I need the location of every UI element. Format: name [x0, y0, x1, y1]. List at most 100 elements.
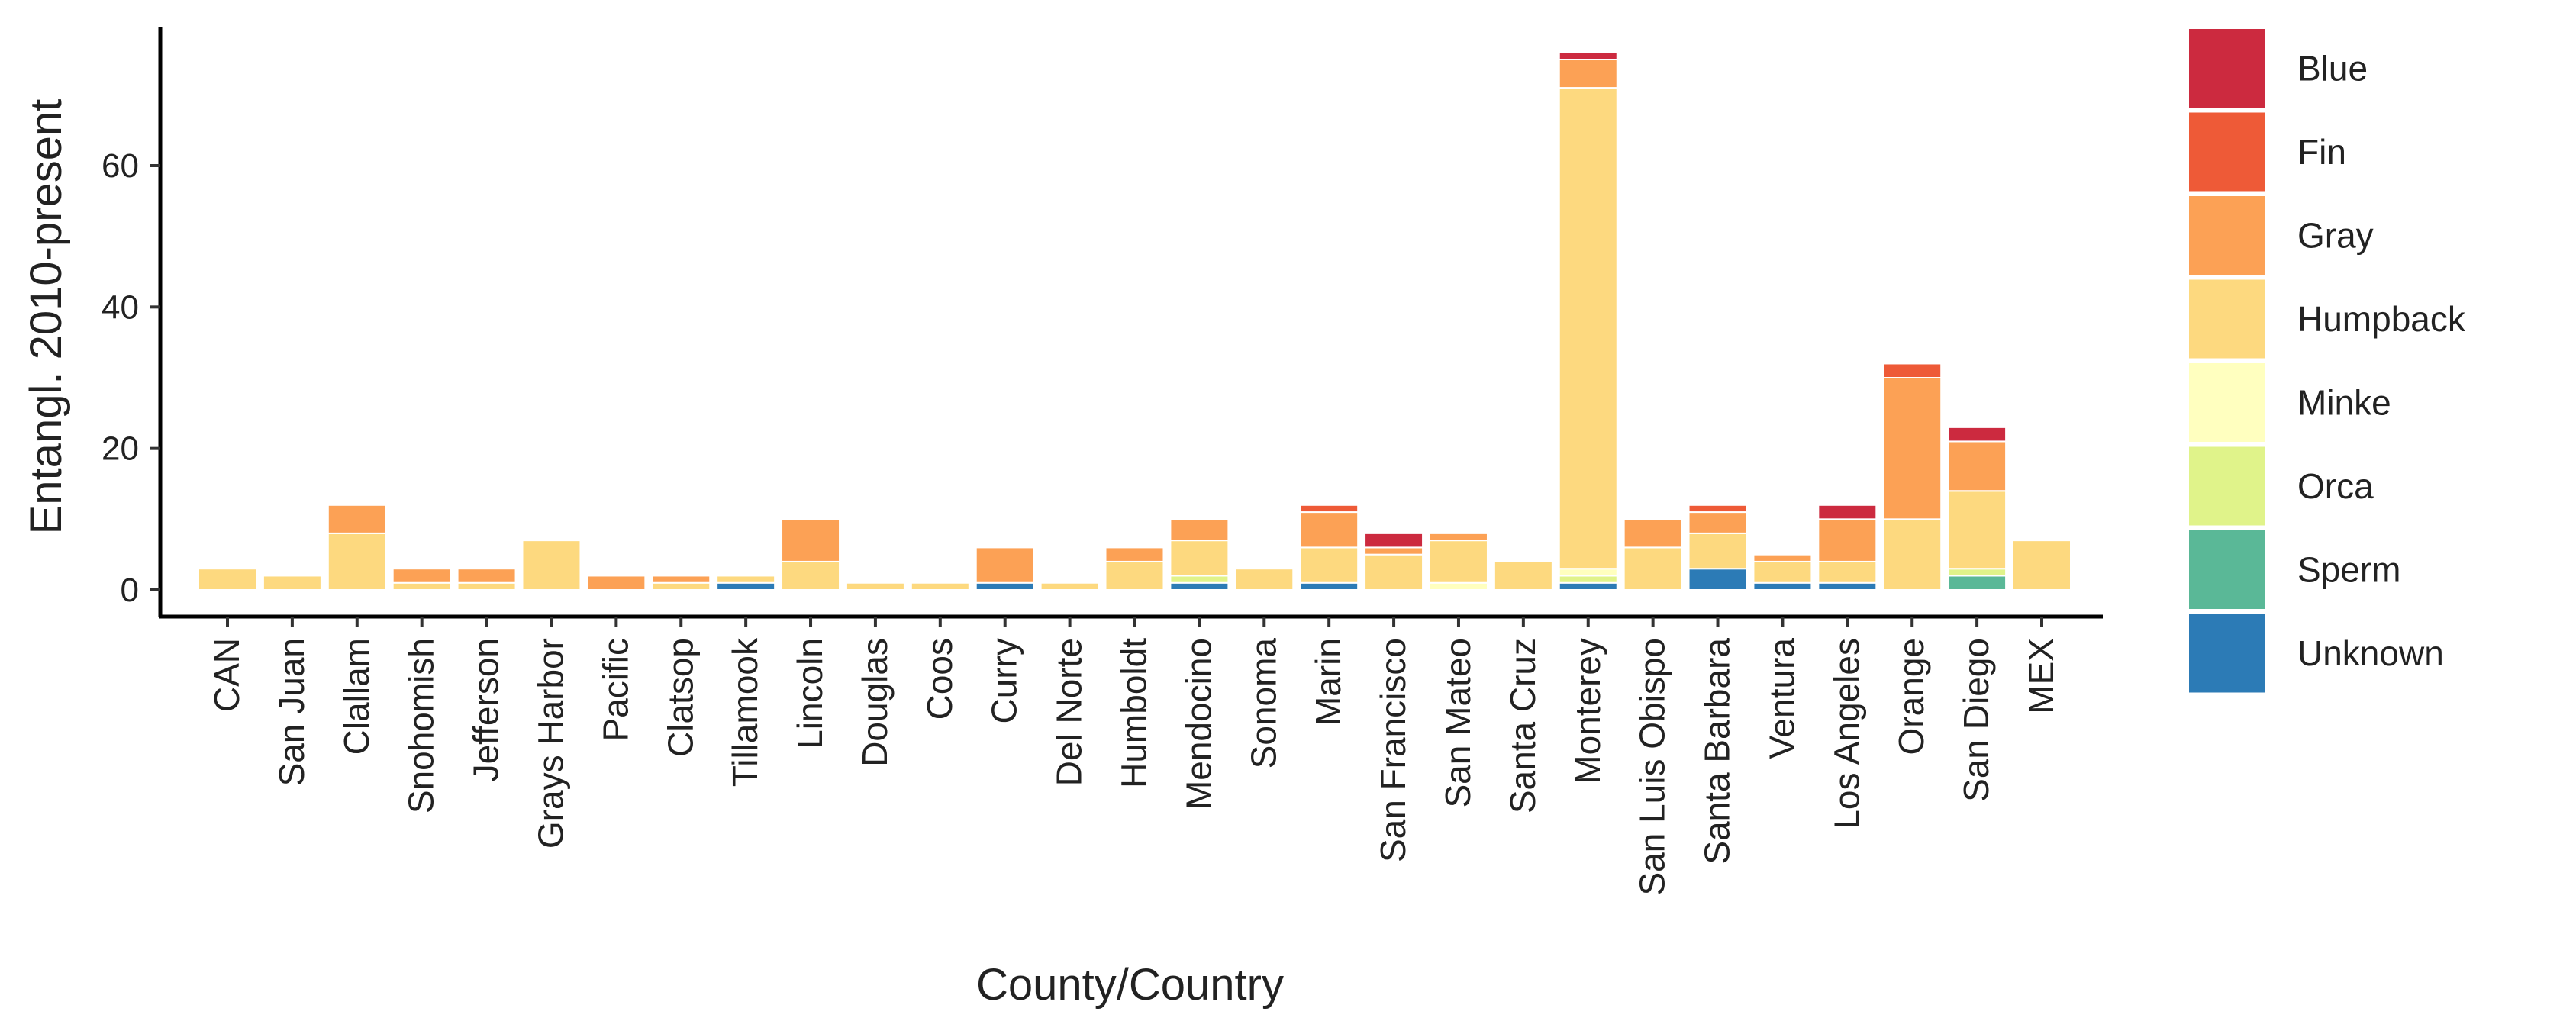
bar-segment-unknown	[1558, 581, 1618, 591]
x-tick-label: Douglas	[855, 638, 895, 767]
x-tick-label: Jefferson	[466, 638, 506, 781]
legend-label-unknown: Unknown	[2297, 633, 2444, 673]
bar-segment-gray	[1817, 518, 1878, 562]
bars	[198, 51, 2071, 591]
x-tick-label: Grays Harbor	[530, 638, 570, 849]
legend: Blue Fin Gray Humpback Minke Orca Sperm Unknown	[2189, 29, 2466, 693]
legend-key-blue	[2189, 29, 2265, 108]
bar-segment-gray	[392, 568, 452, 584]
axes	[158, 27, 2103, 619]
bar-segment-humpback	[1234, 568, 1294, 591]
x-tick-label: San Francisco	[1373, 638, 1413, 862]
bar-segment-humpback	[198, 568, 257, 591]
x-tick-label: Curry	[985, 638, 1024, 723]
bar-segment-gray	[1299, 511, 1359, 549]
x-tick-label: Clatsop	[660, 638, 700, 757]
bar-segment-unknown	[716, 581, 776, 591]
legend-label-fin: Fin	[2297, 132, 2346, 172]
bar-segment-humpback	[2012, 540, 2071, 591]
bar-segment-unknown	[1169, 581, 1230, 591]
bar-segment-humpback	[262, 575, 322, 591]
bar-segment-humpback	[1817, 560, 1878, 584]
bar-segment-humpback	[456, 581, 517, 591]
x-tick-label: Mendocino	[1178, 638, 1218, 810]
bar-segment-gray	[781, 518, 841, 562]
x-ticks: CAN San Juan Clallam Snohomish Jefferson Gray…	[207, 617, 2061, 896]
bar-segment-humpback	[1623, 546, 1683, 591]
bar-segment-humpback	[1947, 490, 2007, 570]
legend-key-sperm	[2189, 530, 2265, 609]
legend-label-sperm: Sperm	[2297, 550, 2400, 590]
bar-segment-unknown	[1688, 568, 1748, 591]
x-tick-label: San Juan	[272, 638, 311, 786]
x-tick-label: Orange	[1891, 638, 1931, 755]
bar-segment-gray	[1169, 518, 1230, 542]
x-tick-label: Monterey	[1568, 638, 1607, 784]
bar-segment-gray	[1947, 440, 2007, 492]
bar-segment-unknown	[975, 581, 1035, 591]
legend-label-orca: Orca	[2297, 466, 2374, 506]
x-tick-label: Clallam	[337, 638, 376, 755]
bar-segment-humpback	[1104, 560, 1165, 591]
bar-segment-fin	[1299, 504, 1359, 514]
legend-key-humpback	[2189, 279, 2265, 359]
bar-segment-humpback	[392, 581, 452, 591]
y-tick-label: 60	[102, 147, 139, 185]
bar-segment-gray	[1688, 511, 1748, 534]
x-tick-label: Humboldt	[1114, 638, 1154, 788]
bar-segment-humpback	[716, 575, 776, 584]
bar-segment-gray	[456, 568, 517, 584]
bar-segment-humpback	[327, 532, 387, 591]
bar-segment-unknown	[1817, 581, 1878, 591]
legend-key-orca	[2189, 446, 2265, 526]
bar-segment-minke	[1428, 581, 1488, 591]
y-tick-label: 0	[121, 572, 139, 609]
bar-segment-gray	[1752, 553, 1813, 562]
x-tick-label: Los Angeles	[1826, 638, 1866, 829]
bar-segment-orca	[1558, 575, 1618, 584]
bar-segment-gray	[1364, 546, 1424, 556]
legend-label-blue: Blue	[2297, 49, 2368, 89]
x-tick-label: Ventura	[1762, 638, 1801, 759]
x-tick-label: Pacific	[595, 638, 635, 741]
bar-segment-gray	[651, 575, 711, 584]
bar-segment-gray	[327, 504, 387, 534]
bar-segment-minke	[1558, 568, 1618, 577]
bar-segment-humpback	[1493, 560, 1553, 591]
bar-segment-orca	[1169, 575, 1230, 584]
bar-segment-humpback	[1882, 518, 1942, 591]
x-tick-label: MEX	[2021, 638, 2061, 714]
x-tick-label: Tillamook	[725, 637, 765, 787]
bar-segment-gray	[1104, 546, 1165, 562]
bar-segment-humpback	[781, 560, 841, 591]
bar-segment-humpback	[1299, 546, 1359, 584]
x-tick-label: Marin	[1308, 638, 1348, 726]
x-tick-label: San Mateo	[1438, 638, 1478, 807]
bar-segment-humpback	[910, 581, 970, 591]
y-tick-label: 20	[102, 430, 139, 468]
legend-label-gray: Gray	[2297, 216, 2374, 256]
x-tick-label: Santa Cruz	[1503, 638, 1543, 813]
bar-segment-blue	[1364, 532, 1424, 549]
bar-segment-humpback	[1752, 560, 1813, 584]
bar-segment-humpback	[1688, 532, 1748, 570]
y-ticks: 0 20 40 60	[102, 147, 160, 609]
x-tick-label: San Luis Obispo	[1633, 638, 1672, 896]
bar-segment-fin	[1688, 504, 1748, 514]
bar-segment-blue	[1947, 426, 2007, 443]
bar-segment-humpback	[521, 540, 582, 591]
bar-segment-blue	[1558, 51, 1618, 60]
bar-segment-gray	[1882, 377, 1942, 520]
x-tick-label: CAN	[207, 638, 247, 712]
bar-segment-fin	[1882, 362, 1942, 379]
bar-segment-gray	[1623, 518, 1683, 549]
x-tick-label: Sonoma	[1243, 638, 1283, 769]
bar-segment-sperm	[1947, 575, 2007, 591]
bar-segment-unknown	[1752, 581, 1813, 591]
legend-key-minke	[2189, 363, 2265, 442]
x-tick-label: Del Norte	[1049, 638, 1089, 786]
legend-key-fin	[2189, 112, 2265, 192]
bar-segment-gray	[1428, 532, 1488, 542]
